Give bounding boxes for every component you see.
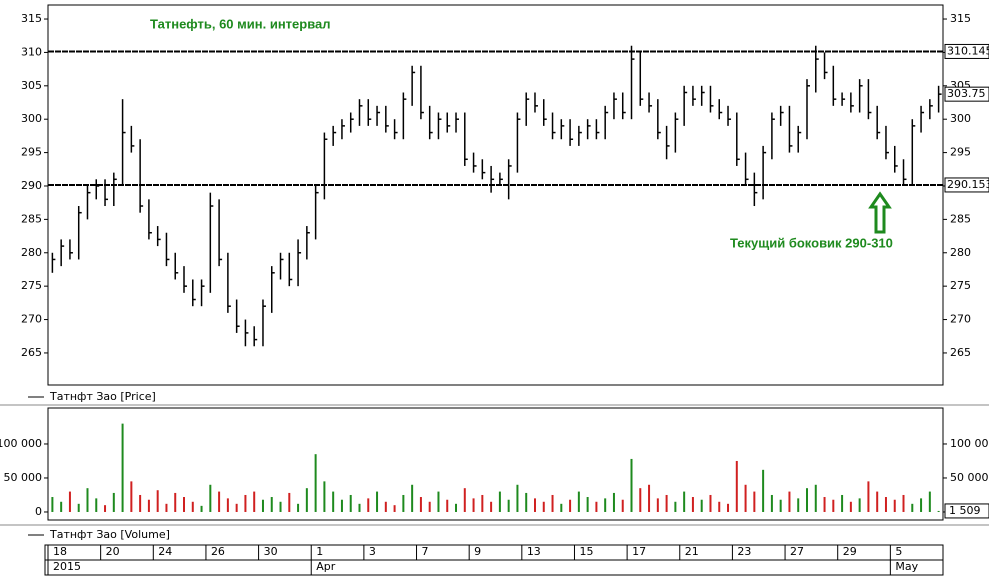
x-tick-label: 26 [211, 545, 225, 558]
y-tick-label: 310 [21, 45, 42, 58]
x-tick-label: 17 [632, 545, 646, 558]
y-tick-label: 270 [950, 313, 971, 326]
x-tick-label: 3 [369, 545, 376, 558]
y-tick-label: 300 [950, 112, 971, 125]
y-tick-label: 315 [950, 12, 971, 25]
x-tick-label: 23 [737, 545, 751, 558]
x-tick-label: 29 [843, 545, 857, 558]
price-frame [47, 4, 944, 386]
x-tick-label: 13 [527, 545, 541, 558]
x-tick-label: 20 [106, 545, 120, 558]
x-tick-label: 5 [895, 545, 902, 558]
legend-entry: Татнфт Зао [Price] [49, 390, 156, 403]
y-tick-label: 275 [21, 279, 42, 292]
annotation: Текущий боковик 290-310 [730, 235, 893, 250]
last-volume-box [944, 503, 989, 519]
x-tick-label: 7 [422, 545, 429, 558]
y-tick-label: 315 [21, 12, 42, 25]
y-tick-label: 280 [950, 246, 971, 259]
x-tick-label: 1 [316, 545, 323, 558]
level-label-box [944, 177, 989, 193]
y-tick-label: 290 [21, 179, 42, 192]
volume-frame [47, 407, 944, 521]
x-major-tick-label: Apr [316, 560, 336, 573]
x-tick-label: 21 [685, 545, 699, 558]
x-tick-label: 30 [264, 545, 278, 558]
last-price-label: 303.75 [947, 87, 986, 100]
x-tick-label: 24 [158, 545, 172, 558]
x-major-tick-label: May [895, 560, 918, 573]
y-tick-label: 50 000 [4, 471, 43, 484]
x-tick-label: 18 [53, 545, 67, 558]
y-tick-label: 285 [950, 212, 971, 225]
y-tick-label: 100 000 [950, 437, 989, 450]
last-price-box [944, 86, 989, 102]
arrow [868, 191, 892, 234]
y-tick-label: 50 000 [950, 471, 989, 484]
y-tick-label: 305 [21, 79, 42, 92]
x-tick-label: 9 [474, 545, 481, 558]
y-tick-label: 265 [950, 346, 971, 359]
y-tick-label: 295 [21, 146, 42, 159]
last-volume-label: 1 509 [949, 504, 981, 517]
y-tick-label: 285 [21, 212, 42, 225]
level-label: 290.153 [947, 178, 989, 191]
y-tick-label: 300 [21, 112, 42, 125]
x-major-tick-label: 2015 [53, 560, 81, 573]
legend-entry: Татнфт Зао [Volume] [49, 528, 170, 541]
y-tick-label: 270 [21, 313, 42, 326]
y-tick-label: 280 [21, 246, 42, 259]
y-tick-label: 100 000 [0, 437, 42, 450]
y-tick-label: 0 [35, 505, 42, 518]
y-tick-label: 265 [21, 346, 42, 359]
y-tick-label: 295 [950, 146, 971, 159]
x-tick-label: 15 [579, 545, 593, 558]
level-label-box [944, 43, 989, 59]
y-tick-label: 275 [950, 279, 971, 292]
chart-title: Татнефть, 60 мин. интервал [150, 16, 331, 31]
level-label: 310.145 [947, 44, 989, 57]
x-tick-label: 27 [790, 545, 804, 558]
